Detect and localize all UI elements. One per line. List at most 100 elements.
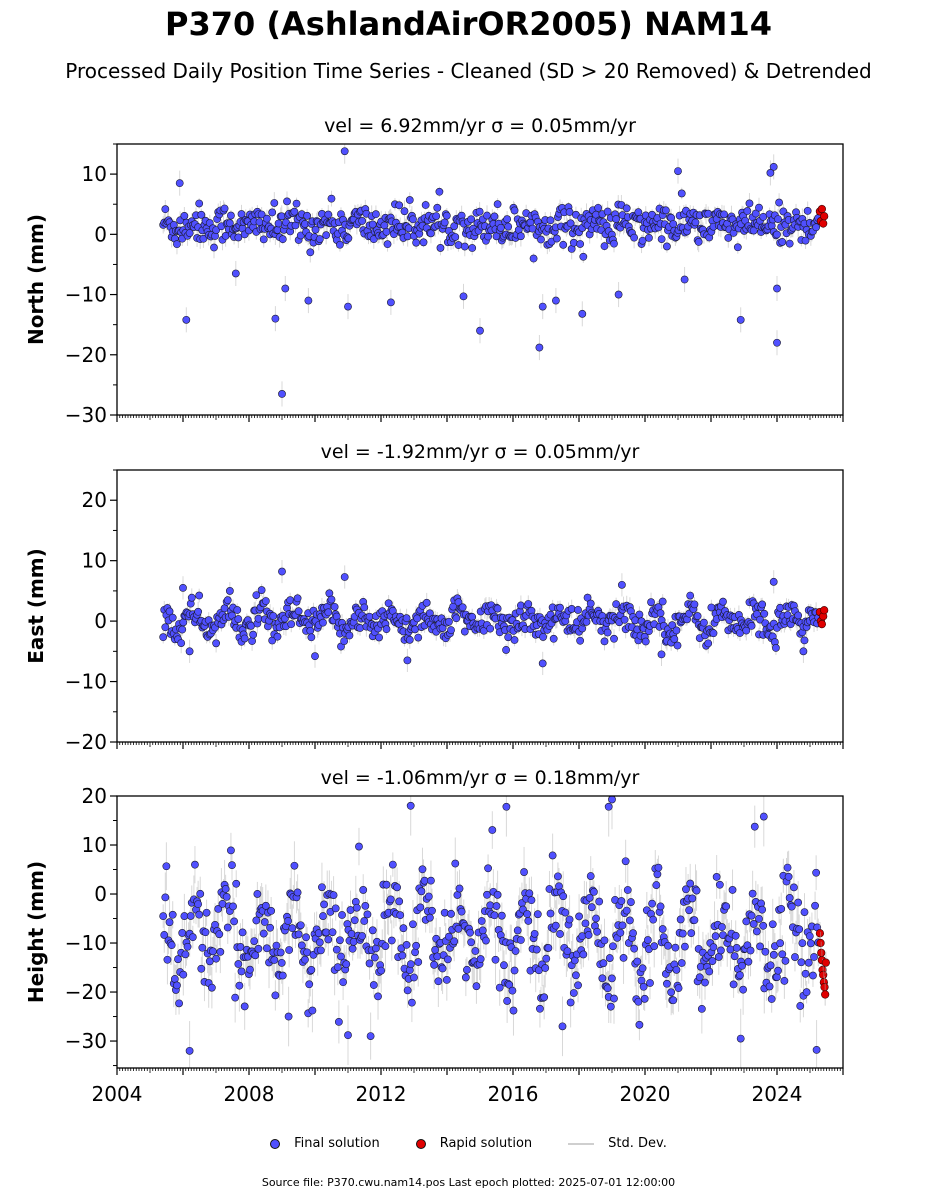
final-solution-point bbox=[612, 215, 621, 223]
final-solution-point bbox=[605, 954, 614, 962]
final-solution-point bbox=[234, 615, 243, 623]
rapid-solution-point bbox=[817, 204, 826, 214]
final-solution-point bbox=[711, 932, 720, 941]
final-solution-point bbox=[250, 937, 259, 945]
final-solution-point bbox=[493, 890, 502, 899]
final-solution-point bbox=[649, 915, 658, 924]
final-solution-point bbox=[718, 923, 726, 931]
final-solution-point bbox=[345, 631, 354, 640]
final-solution-point bbox=[766, 169, 775, 177]
final-solution-point bbox=[586, 872, 595, 880]
final-solution-point bbox=[301, 955, 309, 964]
final-solution-points-height bbox=[159, 796, 823, 1055]
final-solution-point bbox=[641, 637, 650, 646]
y-tick-label: 20 bbox=[82, 784, 107, 808]
final-solution-point bbox=[484, 864, 492, 873]
x-tick-label: 2020 bbox=[620, 1082, 671, 1106]
final-solution-point bbox=[695, 973, 704, 982]
final-solution-point bbox=[165, 607, 174, 616]
final-solution-point bbox=[425, 913, 434, 922]
final-solution-point bbox=[440, 908, 449, 917]
final-solution-point bbox=[233, 606, 242, 614]
final-solution-point bbox=[419, 238, 428, 247]
final-solution-point bbox=[745, 199, 754, 208]
final-solution-point bbox=[802, 988, 811, 997]
final-solution-point bbox=[355, 842, 363, 851]
final-solution-point bbox=[402, 614, 411, 623]
final-solution-point bbox=[585, 893, 594, 902]
final-solution-point bbox=[652, 881, 661, 889]
final-solution-point bbox=[417, 887, 426, 896]
final-solution-point bbox=[622, 204, 631, 213]
final-solution-point bbox=[284, 917, 292, 925]
final-solution-point bbox=[395, 897, 404, 906]
final-solution-point bbox=[715, 880, 724, 889]
legend-label-final: Final solution bbox=[294, 1136, 380, 1151]
final-solution-point bbox=[185, 647, 194, 656]
final-solution-point bbox=[677, 189, 686, 198]
final-solution-point bbox=[159, 633, 168, 642]
final-solution-point bbox=[180, 211, 189, 220]
final-solution-point bbox=[170, 975, 179, 983]
final-solution-point bbox=[748, 889, 757, 898]
y-tick-label: −10 bbox=[65, 283, 107, 307]
y-tick-label: −10 bbox=[65, 931, 107, 955]
final-solution-point bbox=[296, 921, 305, 930]
final-solution-point bbox=[196, 889, 205, 898]
final-solution-point bbox=[177, 639, 186, 647]
y-tick-label: −20 bbox=[65, 730, 107, 754]
final-solution-point bbox=[339, 978, 348, 987]
rapid-solution-point bbox=[820, 606, 829, 615]
final-solution-point bbox=[324, 608, 333, 617]
y-axis-label-height: Height (mm) bbox=[24, 861, 48, 1003]
final-solution-point bbox=[749, 920, 758, 928]
final-solution-point bbox=[552, 234, 561, 243]
final-solution-point bbox=[744, 957, 753, 966]
final-solution-point bbox=[490, 911, 499, 920]
final-solution-point bbox=[168, 910, 177, 919]
final-solution-point bbox=[431, 946, 440, 954]
final-solution-point bbox=[288, 924, 297, 933]
final-solution-point bbox=[673, 641, 682, 650]
final-solution-point bbox=[438, 964, 447, 973]
final-solution-point bbox=[161, 623, 170, 632]
final-solution-point bbox=[778, 950, 787, 959]
final-solution-point bbox=[761, 947, 770, 956]
x-tick-label: 2012 bbox=[356, 1082, 407, 1106]
final-solution-point bbox=[457, 907, 466, 916]
final-solution-point bbox=[229, 902, 237, 911]
final-solution-point bbox=[238, 928, 247, 937]
final-solution-point bbox=[614, 290, 623, 299]
final-solution-point bbox=[724, 233, 733, 242]
final-solution-point bbox=[287, 620, 296, 629]
final-solution-point bbox=[685, 906, 694, 915]
final-solution-point bbox=[600, 936, 609, 945]
final-solution-point bbox=[801, 236, 810, 245]
final-solution-point bbox=[482, 936, 490, 945]
final-solution-point bbox=[542, 954, 551, 963]
final-solution-point bbox=[810, 953, 818, 961]
final-solution-point bbox=[350, 916, 359, 925]
final-solution-point bbox=[290, 207, 299, 216]
rapid-solution-point bbox=[819, 219, 828, 228]
rapid-solution-marker-icon bbox=[415, 1138, 426, 1149]
final-solution-point bbox=[294, 930, 303, 939]
final-solution-point bbox=[403, 986, 412, 995]
final-solution-point bbox=[173, 240, 181, 249]
final-solution-point bbox=[272, 941, 281, 950]
final-solution-point bbox=[452, 614, 461, 623]
final-solution-point bbox=[736, 971, 744, 980]
final-solution-point bbox=[212, 954, 221, 963]
final-solution-point bbox=[595, 897, 604, 906]
final-solution-point bbox=[730, 952, 739, 961]
final-solution-point bbox=[221, 885, 230, 893]
final-solution-point bbox=[471, 947, 480, 955]
final-solution-point bbox=[567, 605, 576, 613]
final-solution-point bbox=[610, 994, 618, 1003]
final-solution-point bbox=[610, 239, 618, 248]
final-solution-point bbox=[375, 633, 383, 642]
final-solution-point bbox=[459, 292, 468, 301]
final-solution-point bbox=[639, 982, 648, 991]
final-solution-point bbox=[640, 994, 649, 1003]
